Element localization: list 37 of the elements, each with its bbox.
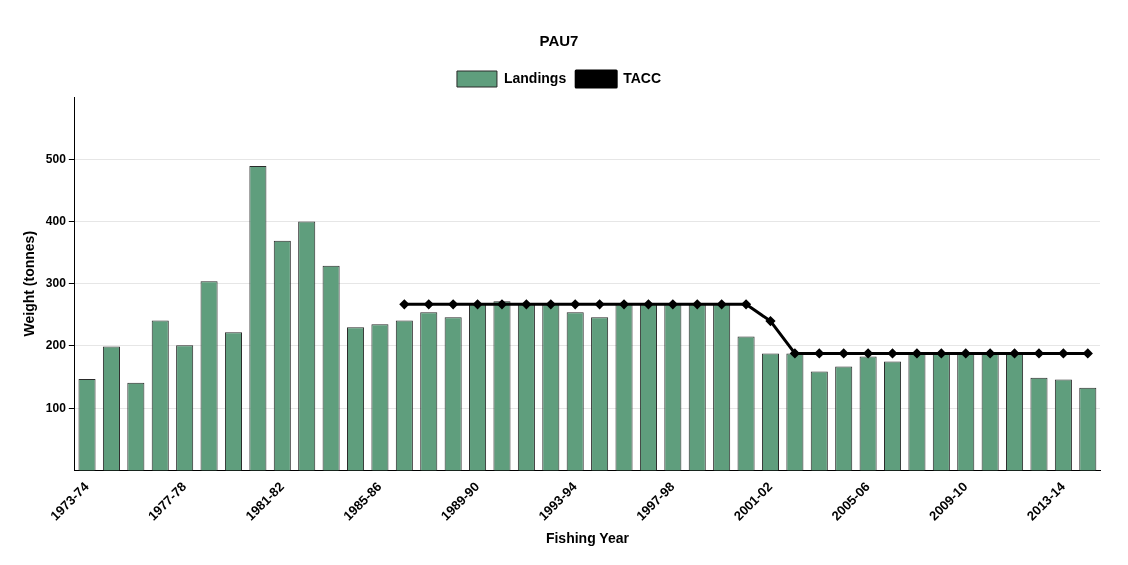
y-tick-label: 100 xyxy=(45,400,67,415)
point xyxy=(936,348,946,358)
point xyxy=(741,299,751,309)
legend-label: Landings xyxy=(503,69,567,86)
point xyxy=(497,299,507,309)
y-tick-label: 500 xyxy=(45,151,67,166)
legend-label: TACC xyxy=(623,69,662,86)
point xyxy=(692,299,702,309)
point xyxy=(765,316,775,326)
point xyxy=(570,299,580,309)
y-tick-label: 300 xyxy=(45,276,67,291)
point xyxy=(790,348,800,358)
point xyxy=(546,299,556,309)
y-axis-title: Weight (tonnes) xyxy=(21,230,38,337)
point xyxy=(619,299,629,309)
y-tick-label: 400 xyxy=(45,213,67,228)
point xyxy=(668,299,678,309)
point xyxy=(448,299,458,309)
point xyxy=(643,299,653,309)
x-axis-title: Fishing Year xyxy=(545,530,630,547)
point xyxy=(1034,348,1044,358)
point xyxy=(912,348,922,358)
point xyxy=(595,299,605,309)
chart-title: PAU7 xyxy=(539,32,579,50)
point xyxy=(1083,348,1093,358)
point xyxy=(424,299,434,309)
y-tick-label: 200 xyxy=(45,338,67,353)
point xyxy=(473,299,483,309)
point xyxy=(839,348,849,358)
point xyxy=(717,299,727,309)
point xyxy=(1058,348,1068,358)
point xyxy=(521,299,531,309)
point xyxy=(985,348,995,358)
point xyxy=(399,299,409,309)
point xyxy=(814,348,824,358)
point xyxy=(961,348,971,358)
point xyxy=(863,348,873,358)
